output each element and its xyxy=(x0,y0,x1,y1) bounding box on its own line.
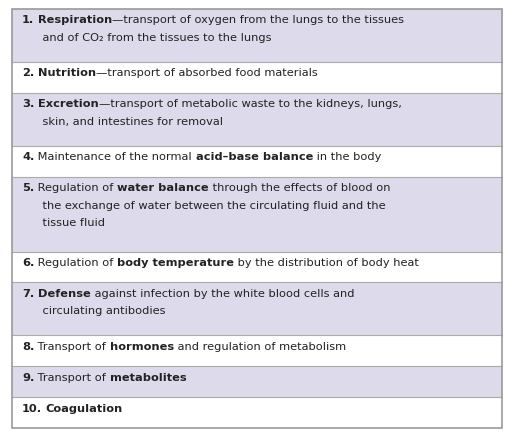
Text: 8.: 8. xyxy=(22,341,34,351)
Text: 7.: 7. xyxy=(22,288,34,298)
Text: and of CO₂ from the tissues to the lungs: and of CO₂ from the tissues to the lungs xyxy=(28,33,271,43)
Text: 4.: 4. xyxy=(22,152,34,162)
Text: Maintenance of the normal: Maintenance of the normal xyxy=(34,152,196,162)
Text: tissue fluid: tissue fluid xyxy=(28,218,105,227)
Text: skin, and intestines for removal: skin, and intestines for removal xyxy=(28,117,223,127)
Text: 5.: 5. xyxy=(22,183,34,193)
Text: —transport of absorbed food materials: —transport of absorbed food materials xyxy=(96,68,318,78)
Text: 6.: 6. xyxy=(22,258,34,267)
Text: acid–base balance: acid–base balance xyxy=(196,152,313,162)
Text: Transport of: Transport of xyxy=(34,341,110,351)
Bar xyxy=(12,283,502,336)
Text: against infection by the white blood cells and: against infection by the white blood cel… xyxy=(90,288,354,298)
Text: Excretion: Excretion xyxy=(38,99,99,109)
Bar xyxy=(12,94,502,146)
Text: —transport of oxygen from the lungs to the tissues: —transport of oxygen from the lungs to t… xyxy=(112,15,404,25)
Text: Respiration: Respiration xyxy=(38,15,112,25)
Bar xyxy=(12,367,502,397)
Text: 9.: 9. xyxy=(22,372,34,382)
Text: in the body: in the body xyxy=(313,152,381,162)
Bar xyxy=(12,252,502,283)
Text: water balance: water balance xyxy=(117,183,209,193)
Text: Nutrition: Nutrition xyxy=(38,68,96,78)
Text: metabolites: metabolites xyxy=(110,372,187,382)
Text: 10.: 10. xyxy=(22,403,42,413)
Bar xyxy=(12,63,502,94)
Text: Regulation of: Regulation of xyxy=(34,258,117,267)
Text: 3.: 3. xyxy=(22,99,34,109)
Text: body temperature: body temperature xyxy=(117,258,234,267)
Text: hormones: hormones xyxy=(110,341,174,351)
Bar xyxy=(12,336,502,367)
Text: Transport of: Transport of xyxy=(34,372,110,382)
Text: circulating antibodies: circulating antibodies xyxy=(28,306,166,316)
Text: 2.: 2. xyxy=(22,68,34,78)
Text: by the distribution of body heat: by the distribution of body heat xyxy=(234,258,419,267)
Bar xyxy=(12,146,502,177)
Text: Regulation of: Regulation of xyxy=(34,183,117,193)
Text: Coagulation: Coagulation xyxy=(46,403,123,413)
Text: Defense: Defense xyxy=(38,288,90,298)
Bar xyxy=(12,10,502,63)
Bar xyxy=(12,177,502,252)
Text: 1.: 1. xyxy=(22,15,34,25)
Bar xyxy=(12,397,502,428)
Text: through the effects of blood on: through the effects of blood on xyxy=(209,183,390,193)
Text: —transport of metabolic waste to the kidneys, lungs,: —transport of metabolic waste to the kid… xyxy=(99,99,401,109)
Text: the exchange of water between the circulating fluid and the: the exchange of water between the circul… xyxy=(28,200,386,210)
Text: and regulation of metabolism: and regulation of metabolism xyxy=(174,341,346,351)
